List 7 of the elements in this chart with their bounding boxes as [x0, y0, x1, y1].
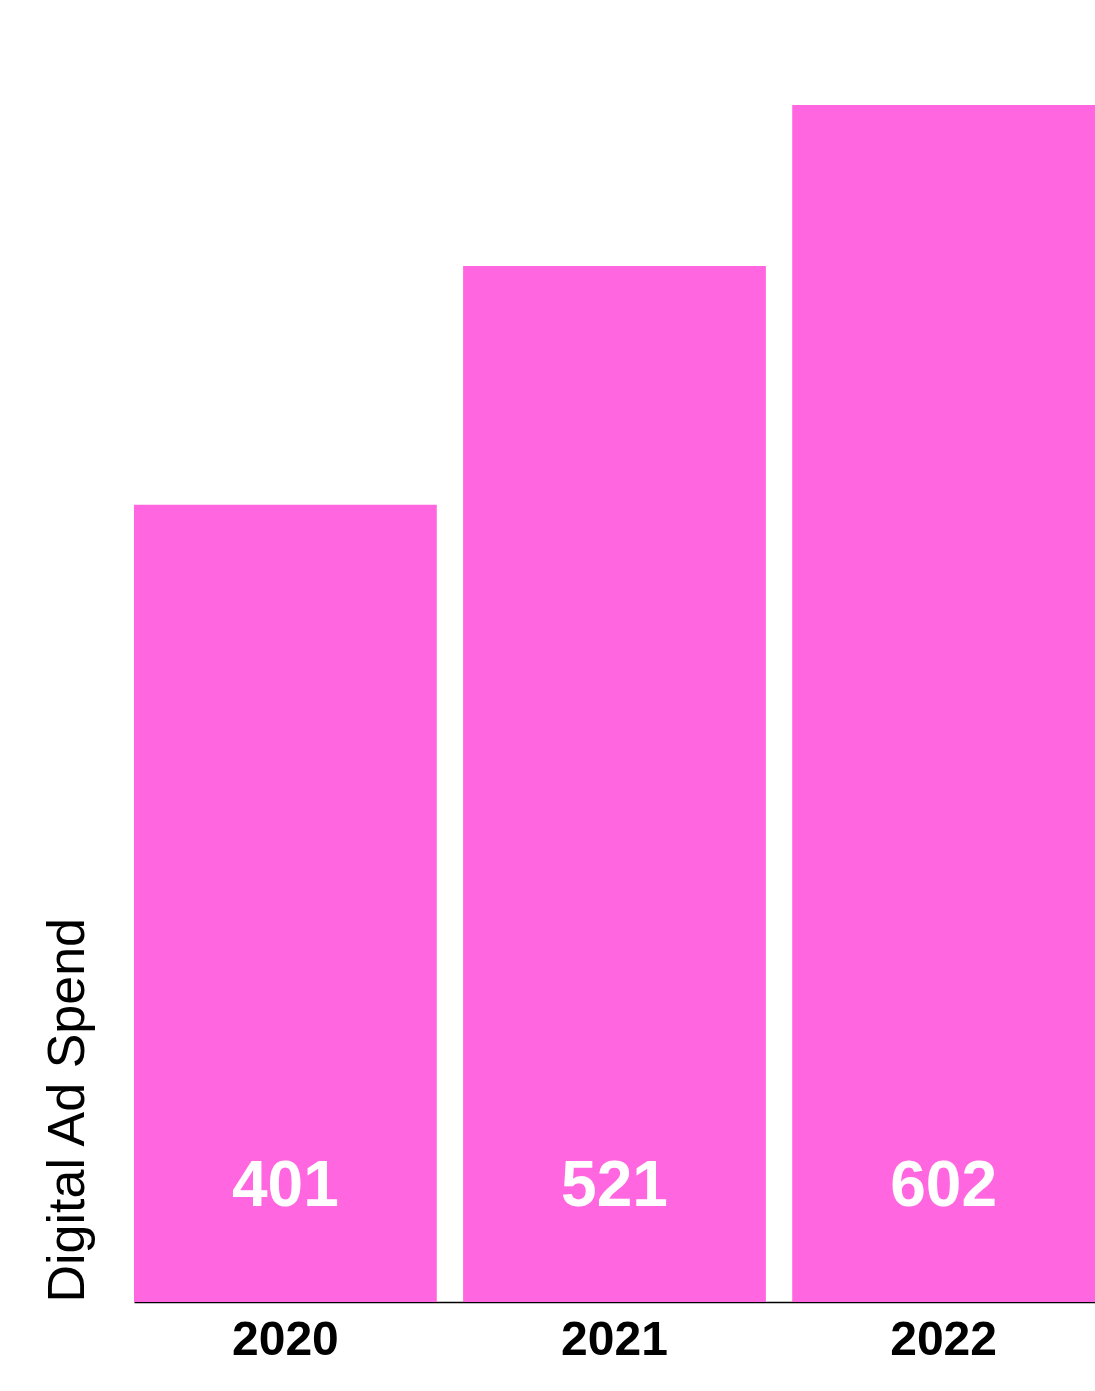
x-tick-label: 2020: [232, 1311, 339, 1365]
x-tick-label: 2021: [561, 1311, 668, 1365]
data-label: 602: [890, 1148, 997, 1220]
data-label: 401: [232, 1148, 339, 1220]
y-axis-title: Digital Ad Spend: [36, 918, 95, 1303]
x-tick-label: 2022: [890, 1311, 997, 1365]
data-label: 521: [561, 1148, 668, 1220]
